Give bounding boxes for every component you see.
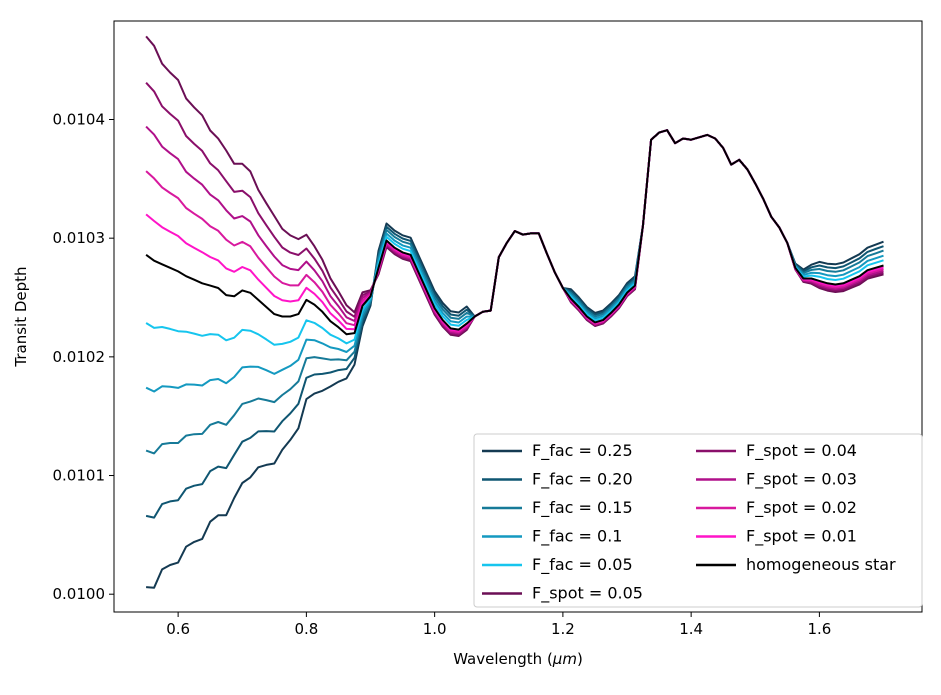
legend-label: F_fac = 0.15 — [532, 498, 633, 518]
y-axis-label: Transit Depth — [12, 266, 30, 367]
x-tick-label: 0.6 — [166, 620, 190, 638]
y-tick-label: 0.0103 — [53, 229, 106, 247]
plot-frame — [113, 20, 923, 613]
series-line — [145, 129, 884, 393]
legend-label: F_spot = 0.05 — [532, 584, 643, 604]
legend-label: F_fac = 0.1 — [532, 527, 622, 547]
legend-label: homogeneous star — [746, 555, 896, 574]
legend-label: F_spot = 0.01 — [746, 527, 857, 547]
x-tick-label: 1.2 — [551, 620, 575, 638]
legend-label: F_fac = 0.20 — [532, 470, 633, 490]
y-axis-ticks: 0.0100 0.0101 0.0102 0.0103 0.0104 — [53, 111, 114, 603]
series-line — [145, 129, 884, 336]
legend: F_fac = 0.25 F_fac = 0.20 F_fac = 0.15 F_fa… — [473, 433, 923, 608]
series-line — [145, 35, 884, 337]
x-tick-label: 1.6 — [807, 620, 831, 638]
legend-label: F_spot = 0.03 — [746, 470, 857, 490]
x-axis-label-unit: μm — [552, 650, 577, 668]
y-tick-label: 0.0100 — [53, 585, 106, 603]
x-tick-label: 0.8 — [294, 620, 318, 638]
series-line — [145, 129, 884, 455]
legend-box — [473, 433, 923, 608]
series-line — [145, 125, 884, 335]
x-axis-label-suffix: ) — [577, 650, 583, 668]
series-line — [145, 82, 884, 336]
x-axis-label-prefix: Wavelength ( — [453, 650, 553, 668]
x-axis-ticks: 0.6 0.8 1.0 1.2 1.4 1.6 — [166, 612, 831, 638]
x-axis-label: Wavelength (μm) — [453, 650, 583, 668]
legend-label: F_fac = 0.25 — [532, 441, 633, 461]
y-tick-label: 0.0101 — [53, 467, 106, 485]
legend-label: F_fac = 0.05 — [532, 555, 633, 575]
y-tick-label: 0.0102 — [53, 348, 106, 366]
series-lines — [145, 35, 884, 589]
legend-label: F_spot = 0.04 — [746, 441, 857, 461]
x-tick-label: 1.4 — [679, 620, 703, 638]
x-tick-label: 1.0 — [423, 620, 447, 638]
legend-label: F_spot = 0.02 — [746, 498, 857, 518]
y-tick-label: 0.0104 — [53, 111, 106, 129]
series-line — [145, 129, 884, 346]
